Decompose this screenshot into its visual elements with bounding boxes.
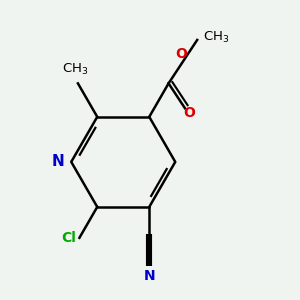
Text: O: O — [175, 47, 187, 61]
Text: N: N — [143, 269, 155, 283]
Text: O: O — [183, 106, 195, 120]
Text: Cl: Cl — [61, 231, 76, 245]
Text: N: N — [52, 154, 65, 169]
Text: CH$_3$: CH$_3$ — [203, 29, 230, 44]
Text: CH$_3$: CH$_3$ — [62, 61, 89, 76]
